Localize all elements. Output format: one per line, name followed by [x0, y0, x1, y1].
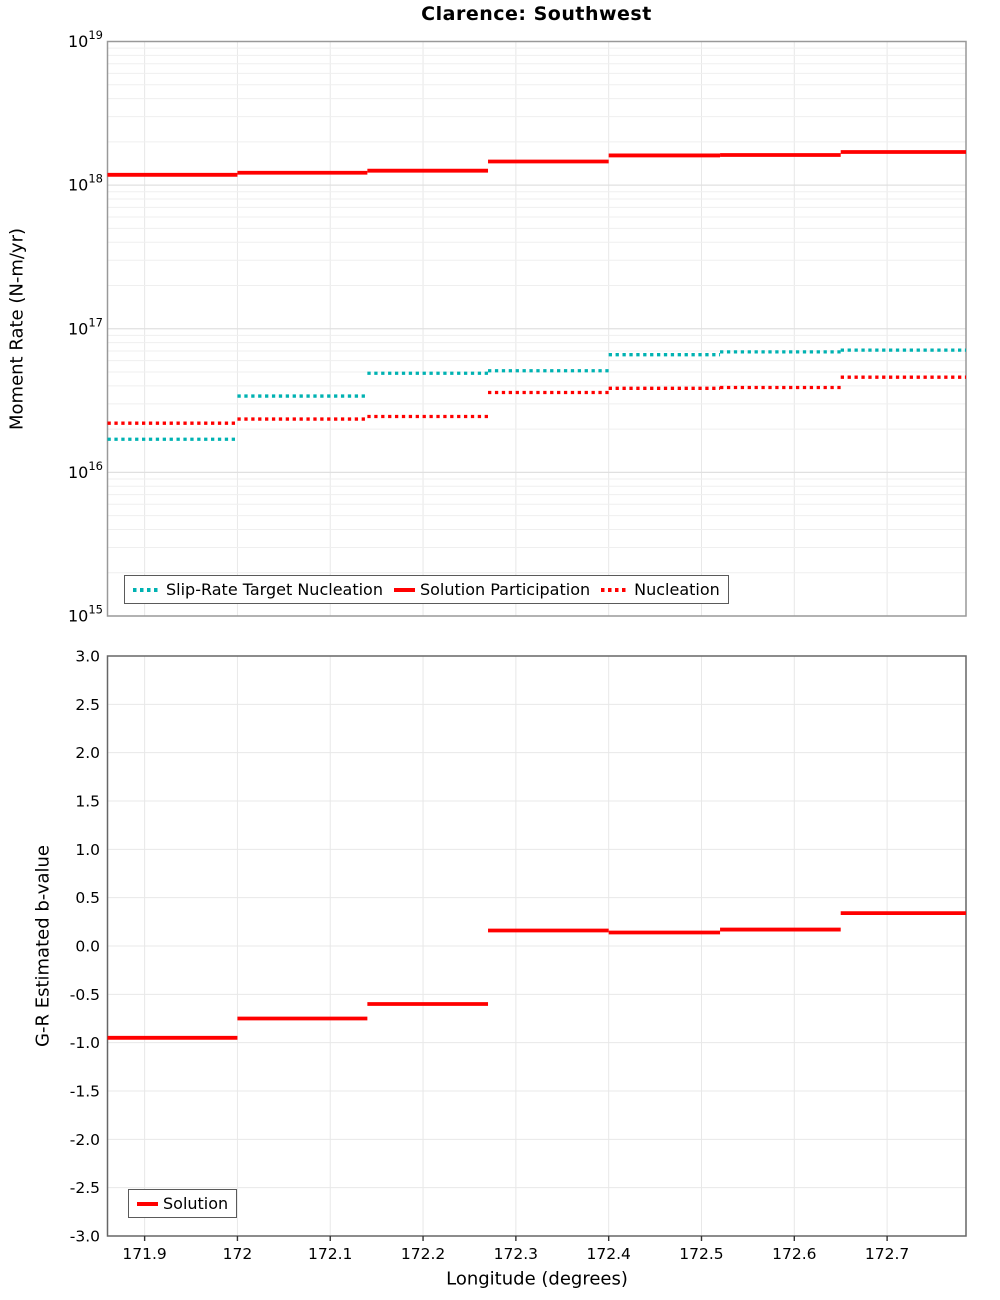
legend-item-solution-participation: Solution Participation [393, 580, 591, 599]
svg-text:-1.0: -1.0 [70, 1034, 100, 1052]
series-slip-rate-target-nucleation [107, 348, 966, 441]
svg-text:172.1: 172.1 [308, 1245, 352, 1263]
legend-label-solution-participation: Solution Participation [419, 580, 591, 599]
svg-text:1018: 1018 [68, 172, 103, 195]
legend-item-nucleation: Nucleation [601, 580, 720, 599]
svg-text:-2.5: -2.5 [70, 1179, 100, 1197]
series-solution-participation [107, 150, 966, 177]
b-value-legend: Solution [128, 1189, 238, 1218]
slip-rate-target-nucleation-line-swatch [133, 587, 161, 592]
svg-text:0.5: 0.5 [75, 889, 100, 907]
svg-text:172.3: 172.3 [494, 1245, 538, 1263]
svg-text:2.5: 2.5 [75, 696, 100, 714]
svg-text:172.7: 172.7 [865, 1245, 909, 1263]
svg-text:172.2: 172.2 [401, 1245, 445, 1263]
moment-rate-legend: Slip-Rate Target Nucleation Solution Par… [124, 575, 729, 604]
svg-text:3.0: 3.0 [75, 648, 100, 666]
legend-label-solution: Solution [163, 1194, 229, 1213]
nucleation-line-swatch [601, 587, 630, 592]
svg-text:1015: 1015 [68, 603, 103, 626]
moment-rate-y-grid [107, 47, 966, 574]
svg-text:1019: 1019 [68, 28, 103, 51]
b-value-y-grid [107, 703, 966, 1189]
svg-text:1.0: 1.0 [75, 841, 100, 859]
moment-rate-plot-frame [106, 40, 967, 617]
svg-text:172: 172 [223, 1245, 253, 1263]
longitude-axis-label: Longitude (degrees) [446, 1268, 628, 1290]
svg-text:1.5: 1.5 [75, 793, 100, 811]
chart-title: Clarence: Southwest [421, 3, 652, 25]
b-value-plot-frame [106, 655, 967, 1237]
svg-text:-1.5: -1.5 [70, 1083, 100, 1101]
svg-text:1017: 1017 [68, 315, 103, 338]
svg-text:172.5: 172.5 [679, 1245, 723, 1263]
legend-item-slip-rate-target-nucleation: Slip-Rate Target Nucleation [133, 580, 383, 599]
moment-rate-axis-label: Moment Rate (N-m/yr) [6, 228, 28, 430]
legend-label-slip-rate-target-nucleation: Slip-Rate Target Nucleation [166, 580, 383, 599]
series-nucleation [107, 375, 966, 425]
x-tick-labels: 171.9 172 172.1 172.2 172.3 172.4 172.5 172.6 17… [122, 1236, 909, 1263]
b-value-chart: 3.0 2.5 2.0 1.5 1.0 0.5 0.0 -0.5 -1.0 -1.5 -2.0 -2.… [70, 648, 967, 1263]
solution-line-swatch [137, 1201, 158, 1206]
svg-text:171.9: 171.9 [122, 1245, 166, 1263]
series-solution [107, 911, 966, 1040]
svg-text:1016: 1016 [68, 459, 103, 482]
legend-label-nucleation: Nucleation [634, 580, 720, 599]
moment-rate-y-tick-labels: 1019 1018 1017 1016 1015 [68, 28, 103, 626]
legend-item-solution: Solution [137, 1194, 228, 1213]
svg-text:0.0: 0.0 [75, 938, 100, 956]
b-value-y-tick-labels: 3.0 2.5 2.0 1.5 1.0 0.5 0.0 -0.5 -1.0 -1.5 -2.0 -2.… [70, 648, 100, 1246]
svg-text:2.0: 2.0 [75, 744, 100, 762]
svg-text:-0.5: -0.5 [70, 986, 100, 1004]
solution-participation-line-swatch [393, 587, 415, 592]
svg-text:172.4: 172.4 [586, 1245, 630, 1263]
moment-rate-chart: 1019 1018 1017 1016 1015 [68, 28, 967, 626]
b-value-axis-label: G-R Estimated b-value [32, 845, 54, 1047]
svg-text:172.6: 172.6 [772, 1245, 816, 1263]
svg-text:-2.0: -2.0 [70, 1131, 100, 1149]
svg-text:-3.0: -3.0 [70, 1228, 100, 1246]
